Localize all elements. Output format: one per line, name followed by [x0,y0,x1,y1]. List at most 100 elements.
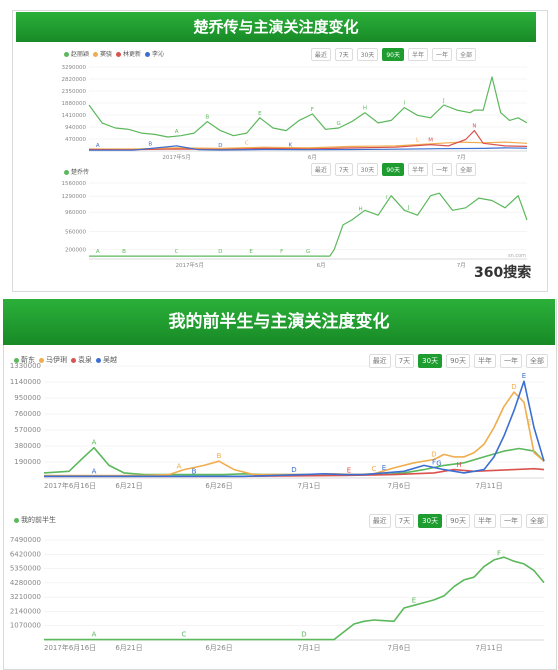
event-marker[interactable]: F [311,107,314,113]
event-marker[interactable]: C [175,249,179,255]
range-tab[interactable]: 7天 [334,163,353,176]
range-tab[interactable]: 全部 [526,354,548,368]
event-marker[interactable]: A [177,462,182,470]
range-tab[interactable]: 30天 [418,514,443,528]
event-marker[interactable]: D [511,383,516,391]
range-tab[interactable]: 全部 [455,163,476,176]
range-tab[interactable]: 7天 [394,514,415,528]
series-line [88,129,528,151]
event-marker[interactable]: F [280,249,283,255]
event-marker[interactable]: J [407,205,410,211]
range-tab[interactable]: 半年 [474,354,496,368]
legend-label[interactable]: 赵丽颖 [71,51,90,58]
event-marker[interactable]: E [249,249,253,255]
event-marker[interactable]: I [404,101,406,107]
event-marker[interactable]: A [175,129,179,135]
event-marker[interactable]: G [337,121,341,127]
event-marker[interactable]: A [96,143,100,149]
x-tick-label: 2017年5月 [175,261,204,269]
legend-chart-4: 我的前半生 [10,515,56,525]
range-tab[interactable]: 最近 [310,48,331,61]
range-tab[interactable]: 一年 [500,514,522,528]
legend-label[interactable]: 李沁 [152,51,165,58]
event-marker[interactable]: E [382,464,386,472]
event-marker[interactable]: J [442,98,445,104]
legend-label[interactable]: 林更新 [123,51,142,58]
event-marker[interactable]: E [522,372,526,380]
range-tab[interactable]: 一年 [431,48,452,61]
legend-label[interactable]: 袁泉 [78,356,92,364]
series-line [44,380,545,478]
range-tab[interactable]: 最近 [368,514,391,528]
event-marker[interactable]: H [358,207,362,213]
event-marker[interactable]: B [122,249,126,255]
range-tab[interactable]: 最近 [310,163,331,176]
event-marker[interactable]: B [217,452,222,460]
range-tab[interactable]: 一年 [431,163,452,176]
event-marker[interactable]: A [92,631,97,639]
event-marker[interactable]: E [412,596,416,604]
range-tab[interactable]: 最近 [368,354,391,368]
legend-label[interactable]: 吴越 [103,356,117,364]
range-tab[interactable]: 90天 [446,514,470,528]
x-tick-label: 7月 [457,154,466,161]
legend-label[interactable]: 我的前半生 [21,516,56,524]
event-marker[interactable]: E [527,418,531,426]
y-tick-label: 470000 [65,137,86,143]
y-tick-label: 3290000 [62,65,87,71]
range-tab[interactable]: 90天 [382,163,404,176]
range-tab[interactable]: 90天 [446,354,470,368]
event-marker[interactable]: A [92,467,97,475]
range-tab[interactable]: 30天 [356,48,379,61]
event-marker[interactable]: E [347,466,351,474]
legend-label[interactable]: 楚乔传 [71,169,90,176]
event-marker[interactable]: I [386,195,388,201]
event-marker[interactable]: B [192,467,197,475]
event-marker[interactable]: C [245,141,249,147]
event-marker[interactable]: H [363,106,367,112]
y-tick-label: 6420000 [10,550,41,558]
x-tick-label: 6月21日 [115,482,142,490]
range-tab[interactable]: 半年 [407,48,428,61]
series-line [89,192,528,257]
event-marker[interactable]: A [96,249,100,255]
range-tab[interactable]: 全部 [526,514,548,528]
x-tick-label: 2017年5月 [162,153,191,161]
legend-label[interactable]: 靳东 [21,356,35,364]
event-marker[interactable]: B [205,115,209,121]
legend-label[interactable]: 马伊琍 [46,356,67,364]
banner-chuqiaozhuan: 楚乔传与主演关注度变化 [16,12,536,42]
event-marker[interactable]: D [218,143,222,149]
event-marker[interactable]: G [306,249,310,255]
event-marker[interactable]: C [372,465,377,473]
y-tick-label: 1560000 [62,181,87,187]
event-marker[interactable]: D [218,249,222,255]
y-tick-label: 2820000 [62,77,87,83]
event-marker[interactable]: D [431,450,436,458]
event-marker[interactable]: K [289,143,293,149]
chart-chuqiaozhuan: 200000 560000 960000 1290000 1560000 2017年5月 6… [62,181,528,269]
event-marker[interactable]: A [92,439,97,447]
event-marker[interactable]: F [432,458,436,466]
event-marker[interactable]: C [182,631,187,639]
event-marker[interactable]: D [301,631,306,639]
event-marker[interactable]: D [291,466,296,474]
range-tab[interactable]: 7天 [334,48,353,61]
range-tab[interactable]: 全部 [455,48,476,61]
event-marker[interactable]: E [258,111,262,117]
event-marker[interactable]: B [148,141,152,147]
range-tab[interactable]: 半年 [407,163,428,176]
event-marker[interactable]: G [436,460,441,468]
range-tab[interactable]: 7天 [394,354,415,368]
range-tab[interactable]: 半年 [474,514,496,528]
event-marker[interactable]: F [497,550,501,558]
range-tab[interactable]: 90天 [382,48,404,61]
event-marker[interactable]: L [416,138,420,144]
range-tab[interactable]: 30天 [356,163,379,176]
event-marker[interactable]: M [428,138,433,144]
range-tab[interactable]: 30天 [418,354,443,368]
event-marker[interactable]: H [456,461,461,469]
event-marker[interactable]: N [472,124,476,130]
range-tab[interactable]: 一年 [500,354,522,368]
legend-label[interactable]: 窦骁 [100,51,113,58]
